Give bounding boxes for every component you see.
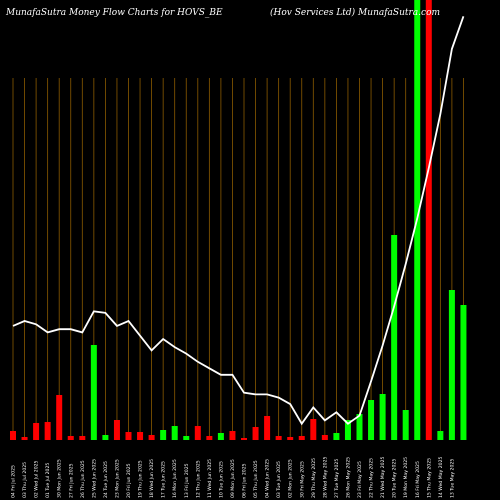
bar-7: [79, 436, 86, 440]
x-tick-label: 13 Tue May 2025: [449, 459, 455, 498]
bar-39: [448, 290, 455, 440]
bar-15: [171, 426, 178, 440]
x-tick-label: 17 Tue Jun 2025: [161, 461, 167, 498]
x-tick-label: 11 Wed Jun 2025: [207, 459, 213, 498]
x-tick-label: 26 Thu Jun 2025: [80, 460, 86, 498]
x-tick-label: 25 Wed Jun 2025: [91, 459, 97, 498]
bar-12: [137, 432, 144, 440]
bar-13: [148, 435, 155, 440]
x-tick-label: 14 Wed May 2025: [438, 456, 444, 498]
bar-9: [102, 435, 109, 440]
bar-4: [44, 422, 51, 440]
x-tick-label: 26 Mon May 2025: [345, 457, 351, 498]
x-tick-label: 02 Mon Jun 2025: [288, 459, 294, 498]
bar-23: [264, 416, 271, 440]
x-tick-label: 28 Wed May 2025: [322, 456, 328, 498]
x-tick-label: 23 Fri May 2025: [357, 461, 363, 498]
x-tick-label: 16 Fri May 2025: [415, 461, 421, 498]
bar-18: [206, 436, 213, 440]
x-tick-label: 06 Fri Jun 2025: [242, 463, 248, 498]
x-tick-label: 24 Tue Jun 2025: [103, 461, 109, 498]
bar-20: [229, 431, 236, 440]
bar-31: [356, 414, 363, 440]
bar-16: [183, 436, 190, 440]
price-line: [12, 15, 465, 426]
bar-series: [10, 0, 467, 440]
bar-1: [10, 431, 16, 440]
x-tick-label: 03 Tue Jun 2025: [276, 461, 282, 498]
bar-24: [275, 436, 282, 440]
bar-37: [425, 0, 432, 440]
bar-19: [217, 433, 224, 440]
x-tick-label: 22 Thu May 2025: [369, 458, 375, 498]
bar-33: [379, 394, 386, 440]
bar-14: [160, 430, 167, 440]
bar-28: [321, 435, 328, 440]
bar-38: [437, 431, 444, 440]
bar-40: [460, 305, 467, 440]
x-tick-label: 04 Fri Jul 2025: [11, 465, 17, 498]
bar-25: [287, 437, 294, 440]
bar-22: [252, 427, 259, 440]
x-tick-label: 04 Wed Jun 2025: [265, 459, 271, 498]
x-tick-label: 23 Mon Jun 2025: [114, 459, 120, 498]
x-tick-label: 19 Thu Jun 2025: [138, 460, 144, 498]
x-tick-label: 15 Thu May 2025: [426, 458, 432, 498]
x-tick-label: 16 Mon Jun 2025: [172, 459, 178, 498]
x-tick-label: 18 Wed Jun 2025: [149, 459, 155, 498]
x-tick-label: 02 Wed Jul 2025: [34, 460, 40, 498]
bar-26: [298, 436, 305, 440]
x-tick-label: 13 Fri Jun 2025: [184, 463, 190, 498]
x-tick-label: 29 Thu May 2025: [311, 458, 317, 498]
bar-17: [194, 426, 201, 440]
x-tick-label: 30 Fri May 2025: [299, 461, 305, 498]
bar-11: [125, 432, 132, 440]
bar-27: [310, 419, 317, 440]
bar-8: [90, 345, 97, 440]
x-tick-label: 01 Tue Jul 2025: [45, 463, 51, 498]
chart-subtitle: (Hov Services Ltd) MunafaSutra.com: [270, 8, 441, 18]
x-tick-label: 27 Tue May 2025: [334, 459, 340, 498]
bar-5: [56, 395, 63, 440]
bar-34: [391, 235, 398, 440]
x-tick-label: 10 Tue Jun 2025: [218, 461, 224, 498]
bar-29: [333, 433, 340, 440]
x-tick-label: 09 Mon Jun 2025: [230, 459, 236, 498]
x-tick-label: 12 Thu Jun 2025: [195, 460, 201, 498]
bar-35: [402, 410, 409, 440]
chart-title: MunafaSutra Money Flow Charts for HOVS_B…: [6, 8, 223, 18]
x-tick-label: 19 Mon May 2025: [403, 457, 409, 498]
x-tick-label: 21 Wed May 2025: [380, 456, 386, 498]
x-tick-label: 30 Mon Jun 2025: [57, 459, 63, 498]
x-tick-label: 03 Thu Jul 2025: [22, 462, 28, 498]
bar-10: [113, 420, 120, 440]
bar-3: [33, 423, 40, 440]
bar-21: [241, 438, 247, 440]
bar-6: [67, 436, 74, 440]
x-tick-label: 05 Thu Jun 2025: [253, 460, 259, 498]
x-tick-label: 27 Fri Jun 2025: [68, 463, 74, 498]
x-tick-labels: 04 Fri Jul 2025 03 Thu Jul 2025 02 Wed Jul…: [11, 456, 456, 498]
bar-32: [368, 400, 375, 440]
price-line-series: [12, 15, 465, 426]
x-tick-label: 20 Fri Jun 2025: [126, 463, 132, 498]
x-tick-label: 20 Tue May 2025: [392, 459, 398, 498]
bar-30: [344, 420, 351, 440]
bar-2: [21, 437, 28, 440]
